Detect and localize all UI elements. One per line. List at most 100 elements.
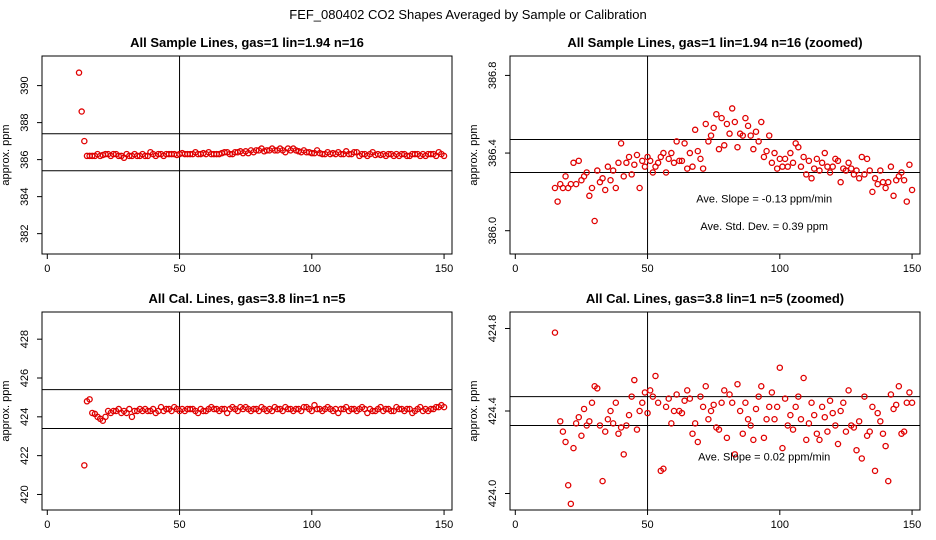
y-tick-label: 382: [19, 224, 31, 242]
data-point: [784, 163, 791, 170]
data-point: [572, 420, 580, 427]
data-point: [818, 159, 826, 167]
data-point: [813, 155, 821, 163]
plot-frame: [509, 311, 921, 511]
data-point: [871, 467, 879, 475]
chart-title: All Sample Lines, gas=1 lin=1.94 n=16 (z…: [567, 35, 862, 50]
data-point: [348, 405, 355, 413]
data-point: [765, 132, 773, 139]
data-point: [594, 385, 601, 392]
data-point: [345, 150, 353, 158]
data-point: [633, 426, 641, 433]
data-point: [707, 407, 715, 415]
data-point: [612, 184, 620, 192]
data-point: [900, 428, 908, 435]
data-point: [721, 387, 728, 394]
y-tick-label: 420: [19, 485, 31, 503]
data-point: [575, 157, 583, 165]
data-point: [588, 184, 596, 192]
data-point: [691, 126, 699, 134]
data-point: [879, 178, 887, 186]
x-tick-label: 100: [303, 263, 321, 275]
data-point: [739, 132, 747, 139]
y-tick-label: 388: [19, 113, 31, 131]
data-point: [755, 393, 762, 400]
data-point: [427, 150, 435, 158]
data-point: [274, 405, 281, 413]
y-tick-label: 424.8: [487, 315, 499, 343]
data-point: [834, 440, 842, 448]
data-point: [691, 420, 699, 427]
y-tick-label: 386.0: [487, 217, 499, 245]
data-point: [773, 165, 781, 172]
data-point: [144, 407, 152, 415]
x-tick-label: 50: [641, 263, 653, 275]
data-point: [855, 175, 863, 182]
data-point: [803, 171, 810, 178]
data-point: [713, 110, 720, 118]
data-point: [877, 418, 884, 425]
data-point: [586, 192, 593, 200]
data-point: [744, 415, 752, 423]
figure-title: FEF_080402 CO2 Shapes Averaged by Sample…: [289, 7, 646, 22]
plot-frame: [41, 311, 453, 511]
data-point: [263, 147, 271, 154]
data-point: [710, 401, 717, 409]
data-point: [575, 413, 583, 421]
data-point: [609, 420, 617, 427]
data-point: [654, 399, 662, 406]
data-point: [636, 184, 643, 192]
data-point: [668, 420, 675, 427]
data-point: [591, 217, 598, 225]
data-point: [89, 152, 96, 160]
data-point: [877, 167, 884, 174]
data-point: [221, 148, 228, 156]
data-point: [861, 393, 868, 400]
data-point: [641, 163, 649, 170]
data-point: [742, 114, 749, 122]
data-point: [186, 405, 194, 413]
data-point: [572, 180, 580, 188]
data-point: [697, 393, 704, 400]
data-point: [319, 150, 326, 158]
data-point: [102, 413, 109, 421]
y-tick-label: 386: [19, 150, 31, 168]
data-point: [617, 140, 625, 147]
data-point: [604, 163, 612, 170]
data-point: [882, 442, 889, 450]
data-point: [715, 145, 723, 153]
data-point: [792, 403, 799, 411]
data-point: [855, 418, 863, 425]
data-point: [715, 426, 723, 433]
chart-title: All Cal. Lines, gas=3.8 lin=1 n=5 (zoome…: [586, 291, 844, 306]
data-point: [686, 395, 694, 402]
data-point: [900, 176, 908, 184]
data-point: [895, 382, 903, 390]
data-point: [660, 465, 667, 472]
data-point: [141, 152, 149, 160]
data-point: [890, 192, 897, 200]
data-point: [853, 167, 860, 174]
data-point: [673, 391, 680, 398]
data-point: [739, 430, 747, 437]
data-point: [369, 407, 376, 415]
data-point: [908, 186, 916, 194]
chart-annotation: Ave. Slope = -0.13 ppm/min: [696, 194, 832, 206]
data-point: [789, 159, 797, 167]
data-point: [628, 393, 635, 400]
data-point: [559, 428, 567, 435]
data-point: [599, 477, 606, 485]
x-tick-label: 150: [903, 263, 921, 275]
y-axis-label: approx. ppm: [0, 380, 12, 441]
data-point: [813, 430, 821, 437]
data-point: [599, 175, 606, 182]
data-point: [689, 430, 696, 437]
data-point: [646, 387, 654, 394]
data-point: [607, 407, 614, 415]
data-point: [350, 148, 358, 156]
data-point: [728, 105, 736, 112]
data-point: [808, 399, 815, 406]
data-point: [742, 399, 749, 406]
data-point: [805, 420, 813, 427]
